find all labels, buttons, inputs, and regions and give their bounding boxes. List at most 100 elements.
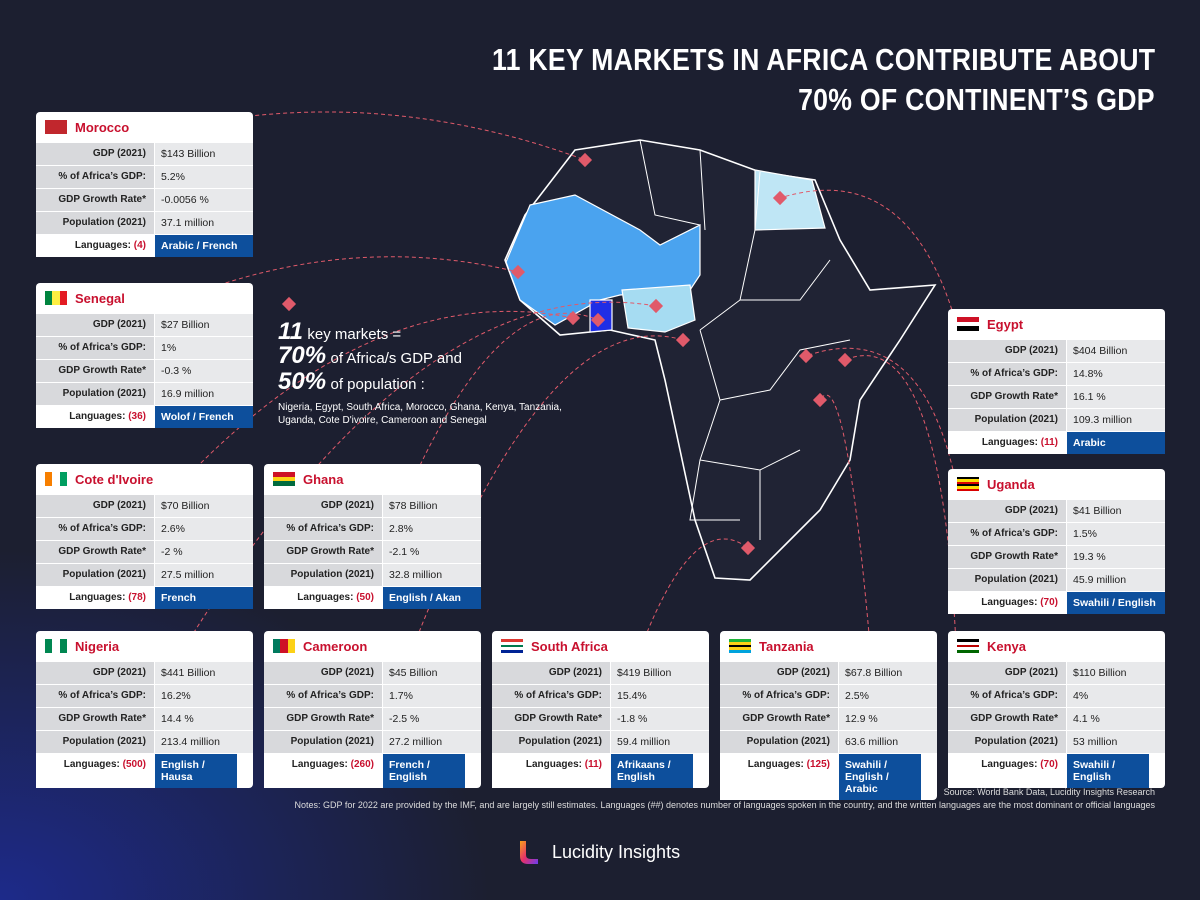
flag [45, 291, 67, 305]
languages-label: Languages: [525, 759, 582, 770]
stat-row: % of Africa’s GDP: 1.7% [264, 684, 481, 707]
stat-label: GDP Growth Rate* [948, 386, 1066, 408]
stat-row: % of Africa’s GDP: 2.5% [720, 684, 937, 707]
stat-row: GDP (2021) $70 Billion [36, 494, 253, 517]
stat-row: Population (2021) 32.8 million [264, 563, 481, 586]
stat-label: Population (2021) [948, 409, 1066, 431]
languages-label: Languages: [981, 437, 1038, 448]
card-header: Tanzania [720, 631, 937, 661]
country-card: Cameroon GDP (2021) $45 Billion% of Africa… [264, 631, 481, 788]
markers [281, 152, 853, 556]
stat-label: % of Africa’s GDP: [36, 518, 154, 540]
stat-value: 2.8% [382, 518, 481, 540]
languages-value: French / English [382, 754, 465, 788]
card-header: Kenya [948, 631, 1165, 661]
languages-value: Wolof / French [154, 406, 253, 428]
stat-row: GDP Growth Rate* 4.1 % [948, 707, 1165, 730]
country-name: Kenya [987, 638, 1027, 654]
stat-value: $45 Billion [382, 662, 481, 684]
languages-label: Languages: [63, 759, 120, 770]
summary-line: 70% of Africa/s GDP and [278, 342, 462, 370]
languages-value: Arabic [1066, 432, 1165, 454]
languages-value: Swahili / English [1066, 592, 1165, 614]
stat-value: $70 Billion [154, 495, 253, 517]
stat-value: 5.2% [154, 166, 253, 188]
stat-label: Languages: (11) [492, 754, 610, 788]
flag [957, 639, 979, 653]
country-name: Senegal [75, 290, 125, 306]
languages-row: Languages: (36) Wolof / French [36, 405, 253, 428]
stat-value: $441 Billion [154, 662, 253, 684]
marker [590, 312, 606, 328]
stat-label: GDP (2021) [36, 662, 154, 684]
flag-stripe [957, 321, 979, 327]
stat-row: GDP Growth Rate* -0.3 % [36, 359, 253, 382]
stat-value: $78 Billion [382, 495, 481, 517]
connector [844, 355, 957, 646]
languages-value: English / Hausa [154, 754, 237, 788]
connector [805, 347, 957, 484]
marker [648, 298, 664, 314]
stat-label: GDP (2021) [264, 495, 382, 517]
stat-row: % of Africa’s GDP: 14.8% [948, 362, 1165, 385]
languages-row: Languages: (11) Arabic [948, 431, 1165, 454]
stat-row: GDP Growth Rate* 19.3 % [948, 545, 1165, 568]
stat-row: GDP (2021) $143 Billion [36, 142, 253, 165]
stat-value: -2.5 % [382, 708, 481, 730]
stat-row: % of Africa’s GDP: 5.2% [36, 165, 253, 188]
languages-count: (4) [133, 240, 146, 251]
flag-stripe [273, 481, 295, 487]
stat-row: % of Africa’s GDP: 1% [36, 336, 253, 359]
stat-label: % of Africa’s GDP: [36, 337, 154, 359]
stat-row: Population (2021) 109.3 million [948, 408, 1165, 431]
flag-stripe [273, 472, 295, 477]
stat-label: GDP Growth Rate* [36, 189, 154, 211]
brand: Lucidity Insights [514, 837, 680, 867]
stat-value: 63.6 million [838, 731, 937, 753]
flag-stripe [273, 476, 295, 482]
flag-stripe [59, 472, 67, 486]
stat-value: 4.1 % [1066, 708, 1165, 730]
stat-value: -0.0056 % [154, 189, 253, 211]
stat-value: 2.5% [838, 685, 937, 707]
country-name: Egypt [987, 316, 1024, 332]
languages-row: Languages: (4) Arabic / French [36, 234, 253, 257]
marker [510, 264, 526, 280]
stat-label: Languages: (125) [720, 754, 838, 800]
stat-label: Languages: (11) [948, 432, 1066, 454]
stat-value: $110 Billion [1066, 662, 1165, 684]
flag-stripe [501, 641, 523, 645]
flag-stripe [280, 639, 288, 653]
stat-label: GDP (2021) [36, 495, 154, 517]
languages-value: French [154, 587, 253, 609]
connector [641, 538, 749, 646]
stat-label: % of Africa’s GDP: [36, 685, 154, 707]
stat-label: GDP Growth Rate* [948, 708, 1066, 730]
africa-outline [504, 139, 937, 581]
stat-label: Languages: (78) [36, 587, 154, 609]
country-name: South Africa [531, 638, 608, 654]
stat-label: Population (2021) [36, 383, 154, 405]
stat-label: % of Africa’s GDP: [948, 523, 1066, 545]
stat-value: 53 million [1066, 731, 1165, 753]
flag-stripe [957, 488, 979, 491]
country-card: Egypt GDP (2021) $404 Billion% of Africa’s… [948, 309, 1165, 454]
flag-stripe [729, 650, 751, 653]
summary-text: key markets = [307, 326, 402, 343]
stat-value: -1.8 % [610, 708, 709, 730]
marker [798, 348, 814, 364]
flag [957, 317, 979, 332]
stat-row: Population (2021) 37.1 million [36, 211, 253, 234]
stat-value: $41 Billion [1066, 500, 1165, 522]
flag-stripe [957, 481, 979, 484]
stat-row: Population (2021) 59.4 million [492, 730, 709, 753]
title-line: 11 KEY MARKETS IN AFRICA CONTRIBUTE ABOU… [491, 42, 1155, 77]
marker [740, 540, 756, 556]
languages-row: Languages: (70) Swahili / English [948, 591, 1165, 614]
flag-stripe [287, 639, 295, 653]
stat-label: Languages: (70) [948, 592, 1066, 614]
languages-row: Languages: (500) English / Hausa [36, 753, 253, 788]
stat-label: Population (2021) [492, 731, 610, 753]
